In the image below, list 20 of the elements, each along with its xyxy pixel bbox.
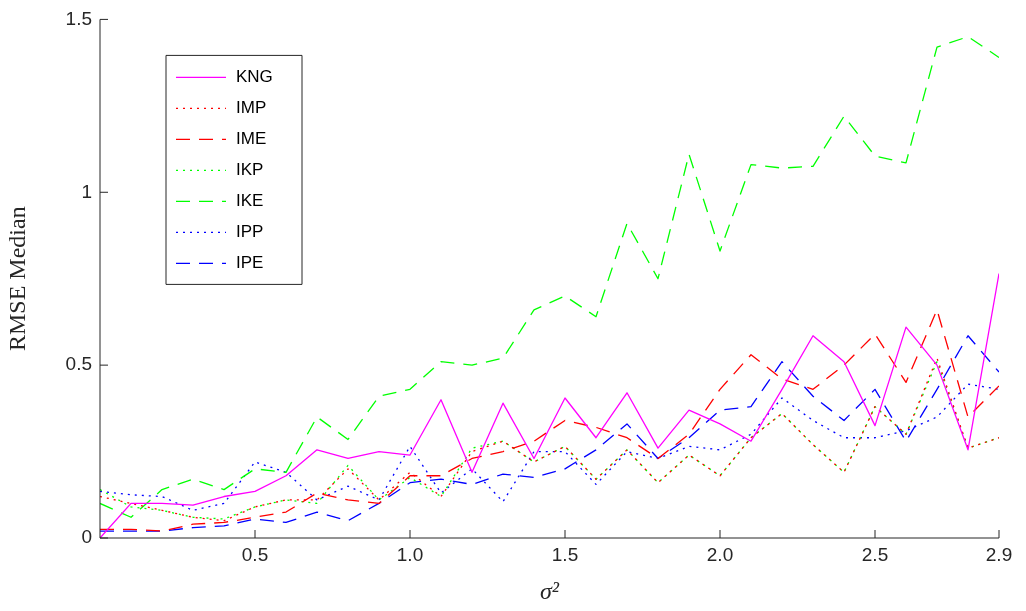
y-tick-label: 0.5	[65, 353, 92, 375]
y-tick-label: 1	[81, 180, 92, 202]
legend-label: KNG	[236, 67, 273, 87]
x-axis-title: σ²	[539, 577, 560, 604]
y-axis-title: RMSE Median	[3, 206, 30, 352]
legend-label: IKP	[236, 160, 264, 180]
y-tick-label: 1.5	[65, 7, 92, 29]
legend-label: IME	[236, 129, 267, 149]
x-tick-label: 1.5	[551, 543, 579, 565]
x-tick-label: 0.5	[241, 543, 269, 565]
legend-label: IKE	[236, 191, 264, 211]
x-tick-label: 2.9	[985, 543, 1013, 565]
legend-label: IPE	[236, 253, 264, 273]
x-tick-label: 1.0	[396, 543, 424, 565]
legend-label: IPP	[236, 222, 264, 242]
x-tick-label: 2.5	[861, 543, 889, 565]
x-tick-label: 2.0	[706, 543, 734, 565]
y-tick-label: 0	[81, 526, 92, 548]
legend-label: IMP	[236, 98, 267, 118]
line-series	[100, 36, 999, 518]
